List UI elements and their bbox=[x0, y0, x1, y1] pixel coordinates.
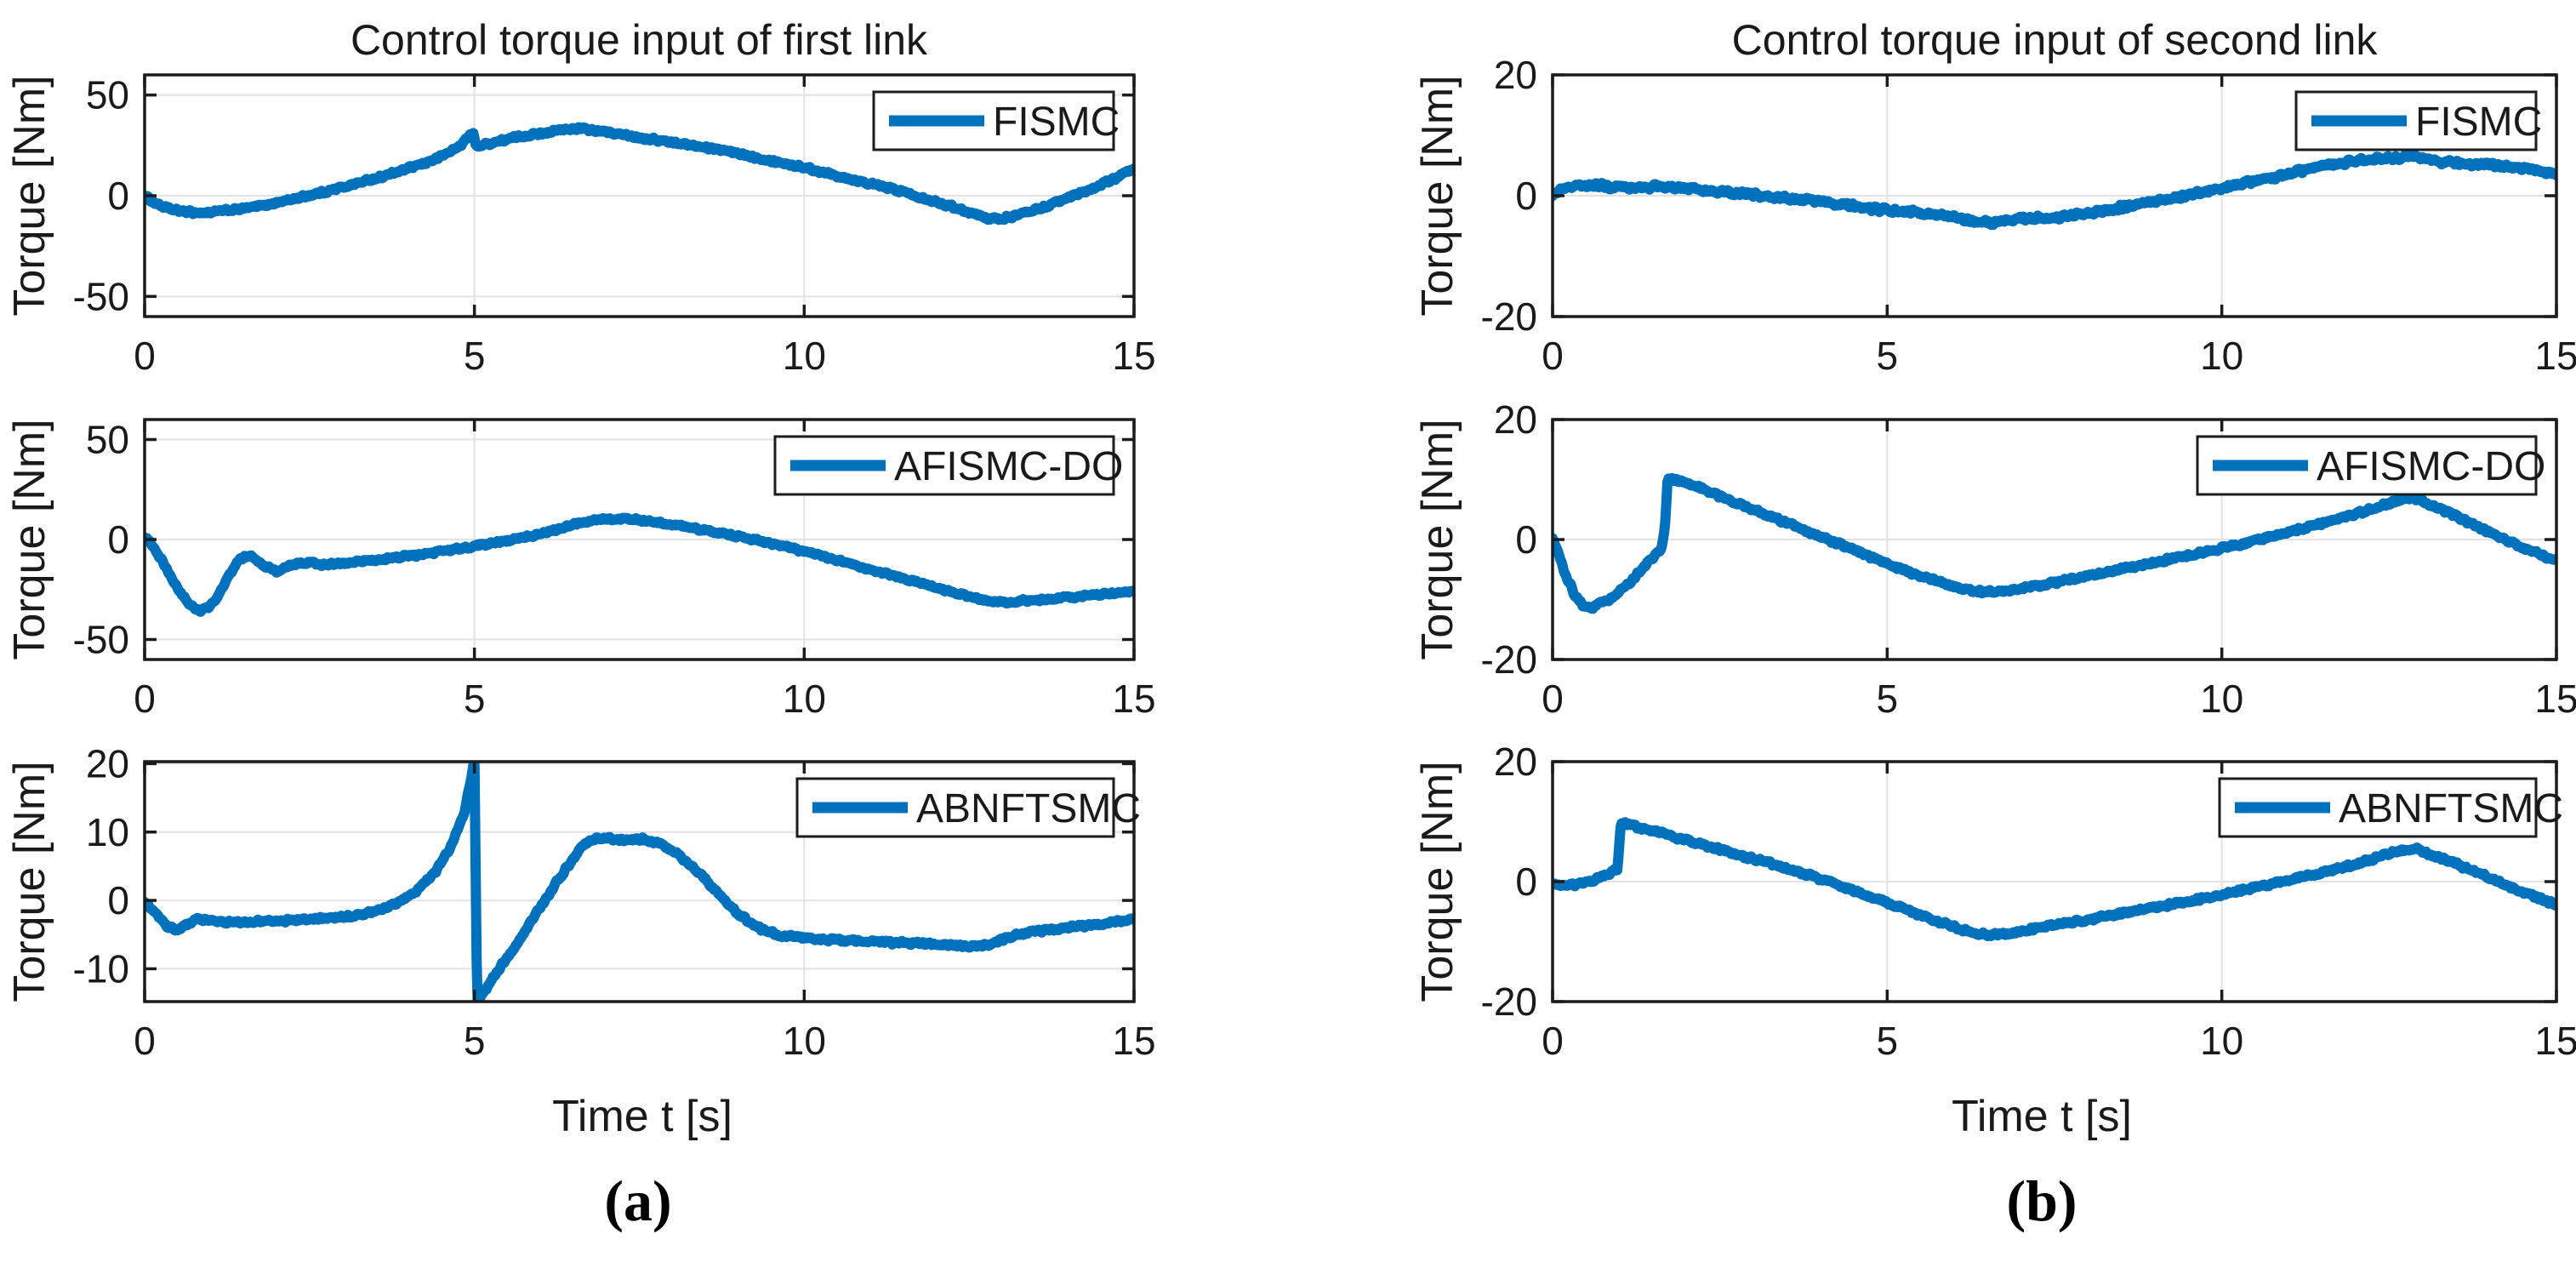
y-tick-label: 20 bbox=[1494, 397, 1537, 442]
y-tick-label: 20 bbox=[1494, 739, 1537, 784]
caption-a: (a) bbox=[604, 1168, 672, 1233]
x-tick-label: 10 bbox=[2200, 334, 2243, 378]
y-tick-label: 0 bbox=[107, 174, 129, 218]
y-tick-label: 10 bbox=[86, 810, 129, 854]
x-tick-label: 10 bbox=[2200, 677, 2243, 721]
legend: ABNFTSMC bbox=[2218, 777, 2563, 838]
curve-fismc bbox=[145, 122, 1134, 226]
y-tick-label: -20 bbox=[1481, 637, 1537, 682]
y-tick-label: 20 bbox=[86, 741, 129, 785]
y-tick-label: -50 bbox=[73, 274, 129, 318]
x-tick-label: 0 bbox=[134, 1019, 156, 1063]
x-tick-label: 0 bbox=[1542, 1019, 1564, 1063]
curve-afismc-do bbox=[145, 512, 1134, 617]
x-tick-label: 5 bbox=[1877, 677, 1899, 721]
y-tick-label: 50 bbox=[86, 73, 129, 117]
y-tick-label: 20 bbox=[1494, 53, 1537, 97]
x-tick-label: 10 bbox=[783, 1019, 826, 1063]
curve-abnftsmc bbox=[1553, 817, 2556, 941]
x-tick-label: 5 bbox=[1877, 1019, 1899, 1063]
curve-fismc bbox=[1553, 150, 2556, 231]
x-tick-label: 15 bbox=[2534, 334, 2576, 378]
legend: ABNFTSMC bbox=[795, 777, 1141, 838]
x-tick-label: 10 bbox=[783, 677, 826, 721]
x-axis-label: Time t [s] bbox=[1952, 1092, 2132, 1141]
legend-label: FISMC bbox=[993, 100, 1120, 145]
y-axis-label: Torque [Nm] bbox=[5, 75, 54, 316]
y-tick-label: -20 bbox=[1481, 979, 1537, 1024]
y-tick-label: 0 bbox=[1515, 859, 1537, 904]
legend-label: ABNFTSMC bbox=[916, 786, 1141, 831]
legend: AFISMC-DO bbox=[773, 435, 1123, 496]
x-tick-label: 10 bbox=[783, 334, 826, 378]
x-tick-label: 15 bbox=[1112, 677, 1155, 721]
x-tick-label: 5 bbox=[464, 677, 486, 721]
y-tick-label: 0 bbox=[1515, 517, 1537, 562]
x-tick-label: 0 bbox=[134, 334, 156, 378]
x-tick-label: 10 bbox=[2200, 1019, 2243, 1063]
legend-label: ABNFTSMC bbox=[2339, 786, 2563, 831]
y-axis-label: Torque [Nm] bbox=[1413, 75, 1462, 316]
x-tick-label: 15 bbox=[1112, 334, 1155, 378]
x-tick-label: 5 bbox=[1877, 334, 1899, 378]
plot-title: Control torque input of second link bbox=[1732, 16, 2379, 64]
y-axis-label: Torque [Nm] bbox=[1413, 761, 1462, 1002]
y-tick-label: 50 bbox=[86, 418, 129, 462]
x-tick-label: 0 bbox=[1542, 677, 1564, 721]
legend: FISMC bbox=[2294, 90, 2542, 151]
curve-abnftsmc bbox=[145, 762, 1134, 1002]
y-axis-label: Torque [Nm] bbox=[5, 761, 54, 1002]
curve-afismc-do bbox=[1553, 472, 2556, 614]
legend-label: AFISMC-DO bbox=[894, 444, 1123, 489]
x-tick-label: 15 bbox=[1112, 1019, 1155, 1063]
x-tick-label: 5 bbox=[464, 1019, 486, 1063]
legend: AFISMC-DO bbox=[2196, 435, 2545, 496]
caption-b: (b) bbox=[2006, 1168, 2077, 1233]
legend: FISMC bbox=[872, 90, 1120, 151]
y-axis-label: Torque [Nm] bbox=[5, 419, 54, 660]
y-tick-label: -20 bbox=[1481, 294, 1537, 339]
legend-label: FISMC bbox=[2415, 100, 2542, 145]
axes-box bbox=[143, 760, 1136, 1003]
x-axis-label: Time t [s] bbox=[552, 1092, 732, 1141]
y-axis-label: Torque [Nm] bbox=[1413, 419, 1462, 660]
x-tick-label: 15 bbox=[2534, 1019, 2576, 1063]
x-tick-label: 5 bbox=[464, 334, 486, 378]
y-tick-label: -50 bbox=[73, 618, 129, 662]
y-tick-label: 0 bbox=[107, 517, 129, 562]
y-tick-label: -10 bbox=[73, 946, 129, 991]
x-tick-label: 15 bbox=[2534, 677, 2576, 721]
legend-box bbox=[2218, 777, 2538, 838]
x-tick-label: 0 bbox=[134, 677, 156, 721]
plot-title: Control torque input of first link bbox=[350, 16, 928, 64]
x-tick-label: 0 bbox=[1542, 334, 1564, 378]
legend-label: AFISMC-DO bbox=[2317, 444, 2545, 489]
y-tick-label: 0 bbox=[1515, 174, 1537, 218]
y-tick-label: 0 bbox=[107, 878, 129, 922]
